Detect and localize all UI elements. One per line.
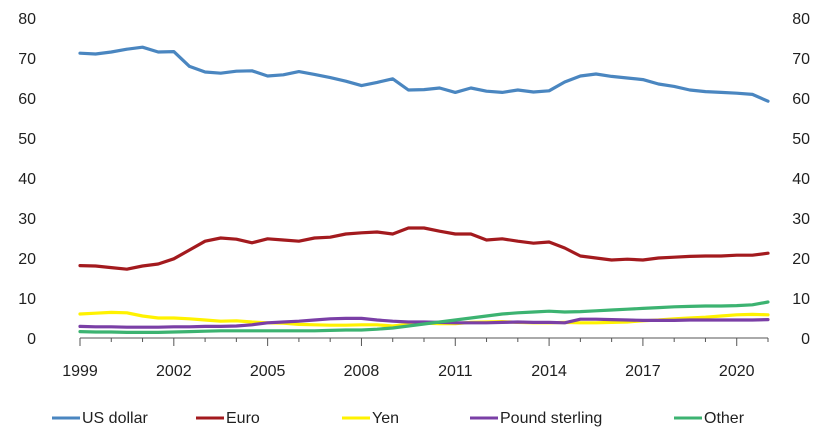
x-tick-label: 2005 bbox=[250, 363, 286, 380]
y-tick-label-left: 50 bbox=[18, 131, 36, 148]
series-line-us-dollar bbox=[78, 45, 770, 103]
series-lines bbox=[78, 45, 770, 334]
series-line-euro bbox=[78, 226, 770, 271]
x-axis-tick-marks bbox=[79, 338, 769, 346]
y-tick-label-right: 20 bbox=[792, 251, 810, 268]
x-tick-label: 2011 bbox=[438, 363, 473, 380]
x-tick-label: 2020 bbox=[719, 363, 755, 380]
legend-label: Euro bbox=[226, 410, 260, 427]
y-tick-label-left: 60 bbox=[18, 91, 36, 108]
legend-label: US dollar bbox=[82, 410, 148, 427]
y-tick-label-right: 50 bbox=[792, 131, 810, 148]
y-tick-label-left: 70 bbox=[18, 51, 36, 68]
legend: US dollar Euro Yen Pound sterling Other bbox=[52, 410, 745, 427]
x-tick-label: 2017 bbox=[625, 363, 661, 380]
y-tick-label-right: 40 bbox=[792, 171, 810, 188]
x-axis-tick-labels: 1999 2002 2005 2008 2011 2014 2017 2020 bbox=[62, 363, 754, 380]
y-tick-label-right: 10 bbox=[792, 291, 810, 308]
x-tick-label: 2008 bbox=[344, 363, 380, 380]
y-axis-left-tick-labels: 0 10 20 30 40 50 60 70 80 bbox=[18, 11, 36, 348]
legend-label: Other bbox=[704, 410, 745, 427]
y-tick-label-left: 40 bbox=[18, 171, 36, 188]
series-line-other bbox=[78, 300, 770, 334]
series-line-pound-sterling bbox=[78, 316, 770, 329]
x-tick-label: 1999 bbox=[62, 363, 98, 380]
y-axis-right-tick-labels: 0 10 20 30 40 50 60 70 80 bbox=[792, 11, 810, 348]
y-tick-label-right: 70 bbox=[792, 51, 810, 68]
y-tick-label-left: 0 bbox=[27, 331, 36, 348]
legend-label: Pound sterling bbox=[500, 410, 602, 427]
y-tick-label-right: 0 bbox=[801, 331, 810, 348]
y-tick-label-left: 10 bbox=[18, 291, 36, 308]
y-tick-label-left: 30 bbox=[18, 211, 36, 228]
y-tick-label-left: 20 bbox=[18, 251, 36, 268]
y-tick-label-right: 30 bbox=[792, 211, 810, 228]
y-tick-label-right: 80 bbox=[792, 11, 810, 28]
x-tick-label: 2002 bbox=[156, 363, 192, 380]
legend-label: Yen bbox=[372, 410, 399, 427]
y-tick-label-right: 60 bbox=[792, 91, 810, 108]
y-tick-label-left: 80 bbox=[18, 11, 36, 28]
x-tick-label: 2014 bbox=[531, 363, 567, 380]
